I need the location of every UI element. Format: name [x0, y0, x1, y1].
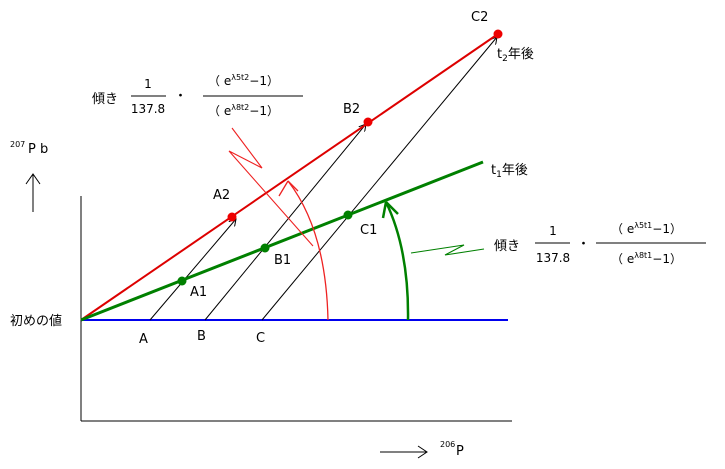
label-b2: B2: [343, 102, 360, 117]
t2-line-label: t2年後: [497, 47, 534, 64]
label-c2: C2: [471, 10, 488, 25]
x-axis-label: P: [456, 444, 464, 459]
red-zigzag-pointer: [228, 127, 314, 247]
svg-text:傾き: 傾き: [494, 239, 520, 254]
initial-value-label: 初めの値: [10, 313, 62, 329]
green-zigzag-pointer: [410, 244, 485, 256]
svg-text:137.8: 137.8: [131, 102, 165, 116]
svg-text:t1年後: t1年後: [491, 163, 528, 180]
evolution-line-b: [204, 124, 366, 321]
label-c: C: [256, 331, 265, 346]
point-c1: [343, 210, 353, 220]
slope-formula-t2: 傾き 1 137.8 ・ （ eλ5t2−1） （ eλ8t2−1）: [92, 73, 303, 118]
label-a1: A1: [190, 285, 207, 300]
svg-text:（ eλ8t2−1）: （ eλ8t2−1）: [208, 103, 279, 118]
x-axis-arrow-icon: [380, 445, 428, 459]
x-axis-label-sup: 206: [440, 440, 455, 449]
svg-text:1: 1: [549, 224, 557, 238]
svg-text:（ eλ8t1−1）: （ eλ8t1−1）: [611, 251, 682, 266]
svg-text:（ eλ5t2−1）: （ eλ5t2−1）: [208, 73, 279, 88]
label-c1: C1: [360, 223, 377, 238]
t1-line-label: t1年後: [491, 163, 528, 180]
svg-text:・: ・: [174, 89, 187, 104]
point-a1: [177, 276, 187, 286]
evolution-line-a: [149, 219, 236, 321]
isochron-t2-line: [80, 33, 499, 321]
svg-text:・: ・: [577, 237, 590, 252]
label-a2: A2: [213, 188, 230, 203]
point-b2: [363, 117, 373, 127]
point-a2: [227, 212, 237, 222]
y-axis-label: P b: [28, 142, 48, 157]
slope-formula-t1: 傾き 1 137.8 ・ （ eλ5t1−1） （ eλ8t1−1）: [494, 221, 706, 266]
label-b1: B1: [274, 253, 291, 268]
point-b1: [260, 243, 270, 253]
y-axis-arrow-icon: [25, 173, 41, 212]
isochron-t1-line: [80, 160, 484, 322]
svg-text:（ eλ5t1−1）: （ eλ5t1−1）: [611, 221, 682, 236]
svg-text:137.8: 137.8: [536, 251, 570, 265]
y-axis-label-sup: 207: [10, 140, 25, 149]
green-rotation-arrow-icon: [381, 201, 410, 321]
svg-text:傾き: 傾き: [92, 92, 118, 107]
label-b: B: [197, 329, 206, 344]
red-rotation-arrow-icon: [278, 180, 329, 321]
svg-text:1: 1: [144, 77, 152, 91]
point-c2: [493, 29, 503, 39]
label-a: A: [139, 332, 148, 347]
evolution-line-c: [261, 37, 497, 321]
svg-text:t2年後: t2年後: [497, 47, 534, 64]
